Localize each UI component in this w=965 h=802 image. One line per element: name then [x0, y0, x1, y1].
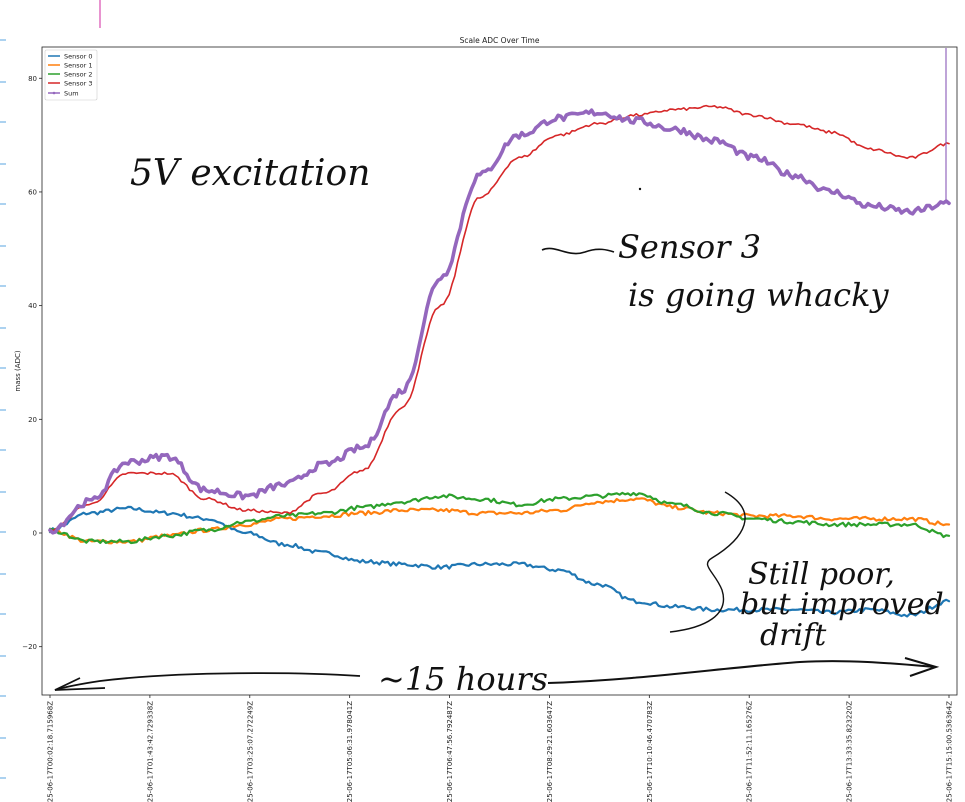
x-tick-label: 2025-06-17T11:52:11.165276Z — [746, 701, 754, 802]
annotation-arrowhead-left — [54, 677, 106, 691]
legend-label-sensor-1: Sensor 1 — [64, 62, 92, 70]
y-axis-title: mass (ADC) — [14, 350, 22, 391]
legend-label-sensor-3: Sensor 3 — [64, 80, 92, 88]
annotation-dot — [638, 187, 642, 191]
series-line-sum — [48, 108, 951, 535]
y-tick-label: 20 — [28, 416, 37, 424]
x-tick-label: 2025-06-17T03:25:07.272249Z — [246, 701, 254, 802]
y-tick-label: 60 — [28, 188, 37, 196]
y-tick-label: 0 — [33, 530, 37, 538]
series-line-sensor-2 — [48, 491, 951, 545]
y-ticks: −20 0 20 40 60 80 — [22, 75, 42, 651]
series-line-sensor-0 — [48, 505, 951, 618]
annotation-duration: ~15 hours — [378, 660, 548, 698]
legend-label-sum: Sum — [64, 90, 79, 98]
x-tick-label: 2025-06-17T01:43:42.729338Z — [146, 701, 154, 802]
x-tick-label: 2025-06-17T15:15:00.536364Z — [946, 701, 954, 802]
legend-marker-sum — [52, 91, 56, 95]
annotations: 5V excitation Sensor 3 is going whacky S… — [54, 153, 944, 698]
annotation-drift-line2: but improved — [740, 587, 944, 622]
series-layer — [48, 104, 951, 618]
annotation-drift-line1: Still poor, — [748, 557, 895, 592]
y-tick-label: −20 — [22, 643, 37, 651]
annotation-arrow-right — [547, 660, 936, 684]
x-tick-label: 2025-06-17T13:33:35.823220Z — [846, 701, 854, 802]
annotation-drift-line3: drift — [760, 618, 827, 653]
x-tick-label: 2025-06-17T00:02:18.715968Z — [47, 701, 55, 802]
annotation-arrow-sensor-3 — [541, 247, 615, 255]
left-edge-marks — [0, 39, 6, 779]
legend-label-sensor-0: Sensor 0 — [64, 53, 92, 61]
chart-title: Scale ADC Over Time — [460, 36, 540, 45]
annotation-brace-drift — [669, 491, 746, 633]
x-tick-label: 2025-06-17T05:06:31.978041Z — [346, 701, 354, 802]
plot-frame — [41, 46, 958, 696]
series-line-sensor-3 — [49, 104, 950, 532]
annotation-arrow-left — [54, 672, 361, 691]
x-tick-label: 2025-06-17T10:10:46.470783Z — [646, 701, 654, 802]
y-tick-label: 40 — [28, 302, 37, 310]
annotation-excitation: 5V excitation — [130, 153, 370, 194]
legend-label-sensor-2: Sensor 2 — [64, 71, 92, 79]
annotation-sensor3-line1: Sensor 3 — [618, 228, 761, 266]
y-tick-label: 80 — [28, 75, 37, 83]
x-ticks: 2025-06-17T00:02:18.715968Z 2025-06-17T01… — [47, 695, 954, 802]
legend: Sensor 0 Sensor 1 Sensor 2 Sensor 3 Sum — [44, 49, 98, 101]
x-tick-label: 2025-06-17T08:29:21.603647Z — [546, 701, 554, 802]
annotation-arrowhead-right — [904, 657, 940, 677]
annotation-sensor3-line2: is going whacky — [628, 276, 889, 314]
x-tick-label: 2025-06-17T06:47:56.792487Z — [446, 701, 454, 802]
legend-box — [44, 49, 98, 101]
